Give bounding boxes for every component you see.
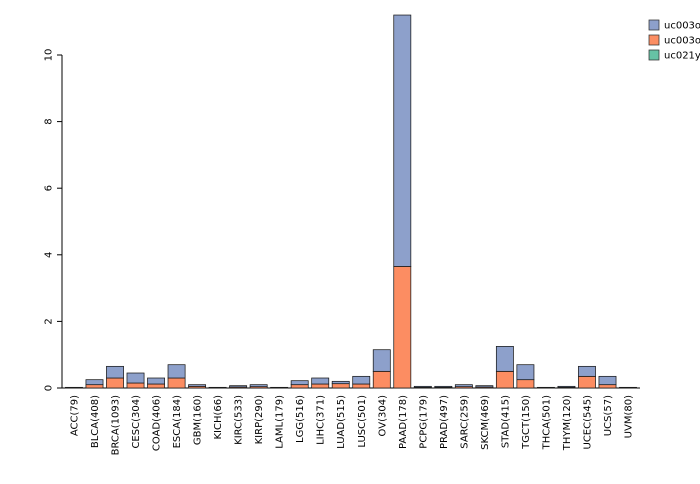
- bar-segment-uc003olf: [291, 385, 308, 388]
- bar-segment-uc003ole: [455, 385, 472, 387]
- x-tick-label: KIRC(533): [234, 395, 245, 445]
- x-tick-label: STAD(415): [500, 395, 511, 448]
- bar-segment-uc003olf: [394, 266, 411, 388]
- bar-segment-uc003ole: [148, 378, 165, 384]
- bar-segment-uc003olf: [517, 380, 534, 388]
- x-tick-label: ESCA(184): [172, 395, 183, 448]
- bar-segment-uc003olf: [312, 384, 329, 388]
- bar-segment-uc003ole: [373, 350, 390, 372]
- bar-segment-uc003olf: [148, 384, 165, 388]
- x-tick-label: BLCA(408): [90, 395, 101, 448]
- legend-swatch-uc003ole: [649, 20, 659, 30]
- bar-segment-uc003ole: [312, 378, 329, 384]
- bar-segment-uc003ole: [86, 380, 103, 385]
- x-tick-label: PCPG(179): [418, 395, 429, 449]
- x-tick-label: LIHC(371): [316, 395, 327, 445]
- x-tick-label: ACC(79): [69, 395, 80, 436]
- legend-swatch-uc021yyz: [649, 50, 659, 60]
- x-tick-label: UVM(80): [624, 395, 635, 438]
- x-tick-label: CESC(304): [131, 395, 142, 449]
- bar-segment-uc003ole: [127, 373, 144, 383]
- bar-segment-uc003ole: [496, 346, 513, 371]
- x-tick-label: THCA(501): [541, 395, 552, 450]
- bar-segment-uc003ole: [394, 15, 411, 266]
- x-tick-label: TGCT(150): [521, 395, 532, 450]
- bar-segment-uc003ole: [230, 386, 247, 387]
- bar-segment-uc003ole: [106, 366, 123, 378]
- legend-label: uc003olf: [664, 36, 700, 47]
- x-tick-label: GBM(160): [193, 395, 204, 445]
- x-tick-label: PAAD(178): [398, 395, 409, 449]
- x-tick-label: PRAD(497): [439, 395, 450, 449]
- bar-segment-uc003olf: [127, 383, 144, 388]
- bar-segment-uc003olf: [578, 376, 595, 388]
- y-tick-label: 6: [44, 185, 55, 191]
- y-tick-label: 8: [44, 118, 55, 124]
- legend-label: uc021yyz: [664, 51, 700, 62]
- bar-segment-uc003ole: [332, 381, 349, 383]
- x-tick-label: LUAD(515): [336, 395, 347, 449]
- x-tick-label: SARC(259): [459, 395, 470, 449]
- x-tick-label: SKCM(469): [480, 395, 491, 450]
- bar-segment-uc003ole: [189, 385, 206, 387]
- bar-segment-uc003ole: [291, 381, 308, 385]
- bar-segment-uc003olf: [496, 371, 513, 388]
- bar-segment-uc003olf: [332, 384, 349, 388]
- x-tick-label: LAML(179): [275, 395, 286, 449]
- y-tick-label: 0: [44, 385, 55, 391]
- x-tick-label: UCEC(545): [582, 395, 593, 450]
- bar-segment-uc003olf: [86, 385, 103, 388]
- x-tick-label: OV(304): [377, 395, 388, 437]
- x-tick-label: THYM(120): [562, 395, 573, 451]
- x-tick-label: LUSC(501): [357, 395, 368, 448]
- bar-segment-uc003ole: [599, 376, 616, 384]
- x-tick-label: LGG(516): [295, 395, 306, 443]
- bar-segment-uc003olf: [373, 371, 390, 388]
- bar-segment-uc003ole: [435, 386, 452, 387]
- x-tick-label: COAD(406): [152, 395, 163, 451]
- bar-segment-uc003ole: [558, 386, 575, 387]
- bar-segment-uc003ole: [517, 365, 534, 380]
- x-tick-label: UCS(57): [603, 395, 614, 436]
- bar-segment-uc003ole: [414, 386, 431, 387]
- legend-swatch-uc003olf: [649, 35, 659, 45]
- y-tick-label: 4: [44, 252, 55, 258]
- bar-segment-uc003ole: [476, 386, 493, 387]
- bar-segment-uc003ole: [353, 376, 370, 384]
- bar-segment-uc003olf: [106, 378, 123, 388]
- y-tick-label: 10: [44, 49, 55, 62]
- bar-segment-uc003olf: [353, 384, 370, 388]
- x-tick-label: KICH(66): [213, 395, 224, 440]
- y-tick-label: 2: [44, 318, 55, 324]
- legend-label: uc003ole: [664, 21, 700, 32]
- bar-segment-uc003ole: [578, 366, 595, 376]
- bar-segment-uc003olf: [599, 385, 616, 388]
- bar-segment-uc003olf: [168, 378, 185, 388]
- bar-segment-uc003ole: [250, 385, 267, 387]
- x-tick-label: KIRP(290): [254, 395, 265, 444]
- bar-segment-uc003ole: [168, 365, 185, 378]
- x-tick-label: BRCA(1093): [111, 395, 122, 455]
